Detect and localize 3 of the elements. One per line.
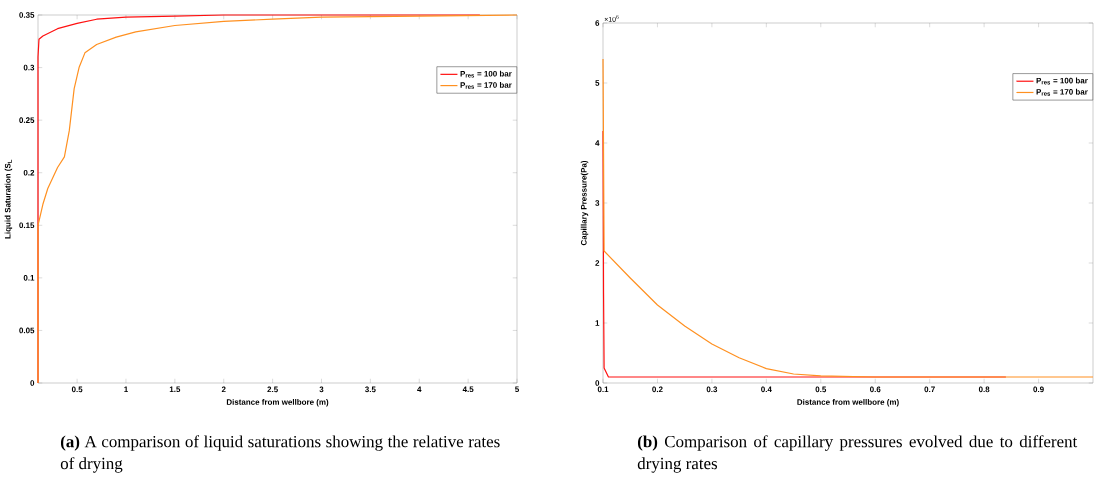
text: (a) A comparison of liquid saturations showing the relative rates of drying	[60, 435, 500, 473]
text: (b) Comparison of capillary pressures evolved due to different drying rates	[637, 435, 1078, 473]
line-series	[602, 58, 1094, 378]
